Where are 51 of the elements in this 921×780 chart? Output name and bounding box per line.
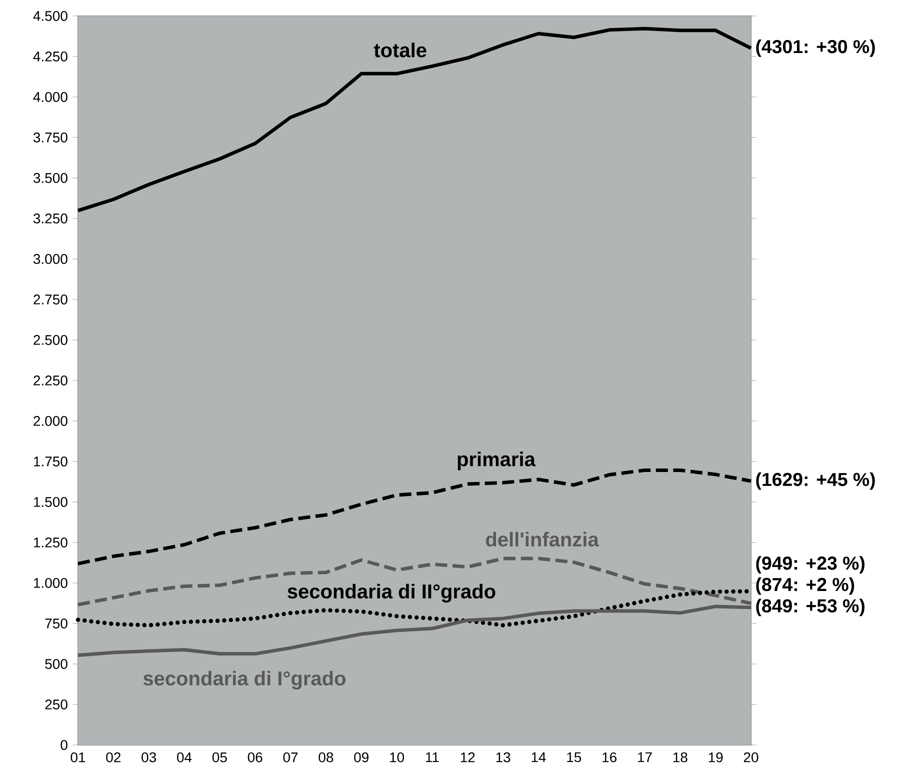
x-tick-label: 15 [567,752,582,762]
x-tick-label: 17 [638,752,652,762]
x-tick-label: 02 [106,752,120,762]
y-tick-label: 1.500 [34,497,68,507]
x-tick-label: 01 [70,752,86,762]
x-tick-label: 11 [426,752,439,762]
x-tick-label: 03 [142,752,156,762]
y-tick-label: 3.500 [33,173,68,183]
x-tick-label: 10 [390,752,404,762]
y-tick-label: 250 [45,700,68,710]
y-tick-label: 1.000 [34,578,68,588]
line-series [76,468,753,566]
x-tick-label: 20 [744,752,758,762]
x-tick-label: 18 [673,752,688,762]
y-tick-label: 0 [60,740,68,750]
y-tick-label: 4.000 [33,92,68,102]
y-tick-label: 3.750 [33,132,68,142]
x-tick-label: 06 [248,752,262,762]
annotation: (1629: +45 %) [756,472,875,490]
series-label: secondaria di I°grado [143,670,346,690]
annotation: (874: +2 %) [756,577,854,595]
x-tick-label: 13 [496,752,510,762]
y-tick-label: 1.750 [34,456,68,466]
y-tick-label: 1.250 [34,538,68,548]
x-tick-label: 12 [460,752,475,762]
y-tick-label: 3.000 [33,254,68,264]
annotation: (849: +53 %) [756,598,864,616]
annotation: (949: +23 %) [756,556,864,574]
series-label: dell'infanzia [486,532,599,547]
y-tick-label: 4.250 [33,52,68,62]
x-tick-label: 16 [602,752,616,762]
series-label: totale [374,42,426,58]
annotation: (4301: +30 %) [756,40,875,57]
y-tick-label: 3.250 [33,214,68,224]
x-tick-label: 07 [283,752,298,762]
y-tick-label: 2.250 [34,376,68,386]
series-label: primaria [458,452,536,470]
y-tick-label: 4.500 [33,11,68,21]
x-tick-label: 04 [177,752,192,762]
y-tick-label: 2.750 [34,294,68,304]
x-tick-label: 08 [318,752,334,762]
y-tick-label: 750 [45,618,68,628]
x-tick-label: 09 [354,752,368,762]
y-tick-label: 2.500 [34,335,68,345]
x-tick-label: 14 [532,752,546,762]
y-tick-label: 500 [45,659,68,669]
y-tick-label: 2.000 [34,416,68,426]
series-label: secondaria di II°grado [288,584,496,603]
x-tick-label: 05 [212,752,227,762]
line-series [76,26,753,212]
x-tick-label: 19 [708,752,723,762]
